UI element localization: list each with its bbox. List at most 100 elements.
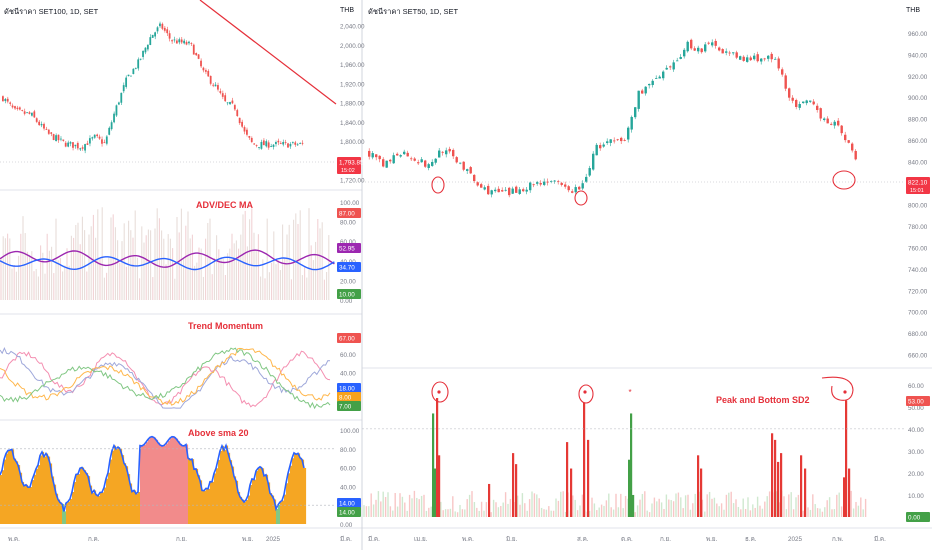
candle <box>441 151 444 153</box>
left-currency-label: THB <box>340 7 354 14</box>
candle <box>812 101 815 105</box>
candle <box>171 40 173 42</box>
candle <box>648 83 651 86</box>
set50-axis-tick: 740.00 <box>908 267 928 274</box>
above-sma-line <box>0 435 305 512</box>
set50-axis-tick: 900.00 <box>908 95 928 102</box>
above-sma-bar <box>260 466 263 524</box>
candle <box>168 33 171 39</box>
above-sma-bar <box>74 481 77 524</box>
set50-last-price: 822.10 <box>908 180 928 187</box>
candle <box>282 142 285 145</box>
candle <box>378 155 381 160</box>
candle <box>127 74 130 77</box>
above-sma-bar <box>100 492 103 524</box>
candle <box>616 139 619 141</box>
candle <box>195 53 198 56</box>
candle <box>33 111 36 118</box>
above-sma-bar <box>218 459 221 524</box>
candle <box>139 58 142 60</box>
above-sma-bar <box>220 450 223 524</box>
candle <box>265 141 268 147</box>
candle <box>132 68 135 74</box>
candle <box>110 122 113 130</box>
candle <box>294 142 297 145</box>
candle <box>35 118 38 122</box>
candle <box>175 40 178 44</box>
sma-axis-tick: 0.00 <box>340 522 353 529</box>
candle <box>483 187 486 190</box>
above-sma-bar <box>28 487 31 524</box>
candle <box>816 105 819 110</box>
candle <box>739 56 742 60</box>
candle <box>399 155 402 157</box>
above-sma-bar <box>196 468 199 524</box>
above-sma-bar <box>34 474 37 524</box>
above-sma-bar <box>168 440 171 524</box>
above-sma-bar <box>294 452 297 524</box>
sd2-signal-bar <box>774 439 777 517</box>
sma-axis-tick: 40.00 <box>340 484 356 491</box>
candle <box>231 100 234 104</box>
candle <box>854 150 857 160</box>
left-time-tick: 2025 <box>266 536 281 543</box>
set50-axis-tick: 940.00 <box>908 52 928 59</box>
candle <box>72 142 74 148</box>
candle <box>173 39 176 41</box>
above-sma-bar <box>24 485 27 524</box>
above-sma-bar <box>198 475 201 524</box>
candle <box>385 160 388 168</box>
candle <box>93 134 96 138</box>
candle <box>76 143 79 149</box>
set50-axis-tick: 680.00 <box>908 331 928 338</box>
candle <box>197 54 200 59</box>
above-sma-bar <box>228 452 231 524</box>
set50-axis-tick: 920.00 <box>908 74 928 81</box>
set50-axis-tick: 800.00 <box>908 202 928 209</box>
left-time-tick: ก.ค. <box>88 536 100 543</box>
above-sma-bar <box>104 487 107 524</box>
above-sma-bar <box>304 467 307 524</box>
above-sma-bar <box>240 496 243 524</box>
above-sma-bar <box>146 442 149 524</box>
set50-axis-tick: 760.00 <box>908 245 928 252</box>
sd2-signal-bar <box>843 477 846 517</box>
momentum-axis-tick: 40.00 <box>340 371 356 378</box>
candle <box>142 50 144 57</box>
candle <box>50 132 53 134</box>
candle <box>767 55 770 59</box>
candle <box>91 137 94 139</box>
annotation-circle <box>574 190 588 206</box>
candle <box>809 100 812 102</box>
right-time-tick: มี.ค. <box>874 535 886 543</box>
signal-dot <box>843 390 847 394</box>
candle <box>721 49 724 54</box>
candle <box>774 58 777 60</box>
candle <box>466 169 469 171</box>
above-sma-bar <box>266 474 269 524</box>
candle <box>676 60 679 62</box>
candle <box>798 103 801 108</box>
sd2-axis-tick: 30.00 <box>908 449 924 456</box>
sd2-badge-bg <box>906 512 930 522</box>
above-sma-bar <box>282 500 285 524</box>
candle <box>262 140 265 146</box>
candle <box>217 85 219 90</box>
candle <box>105 136 108 144</box>
above-sma-bar <box>70 498 73 524</box>
candle <box>101 139 103 144</box>
above-sma-bar <box>80 468 83 524</box>
above-sma-bar <box>208 488 211 524</box>
above-sma-bar <box>256 471 259 524</box>
candle <box>753 55 756 60</box>
sd2-signal-bar <box>628 459 631 517</box>
above-sma-bar <box>178 441 181 524</box>
above-sma-bar <box>274 499 277 524</box>
candle <box>469 167 472 174</box>
right-time-tick: มิ.ย. <box>506 535 518 543</box>
candle <box>192 44 195 55</box>
above-sma-bar <box>6 453 9 524</box>
candle <box>707 42 710 44</box>
above-sma-bar <box>124 463 127 524</box>
